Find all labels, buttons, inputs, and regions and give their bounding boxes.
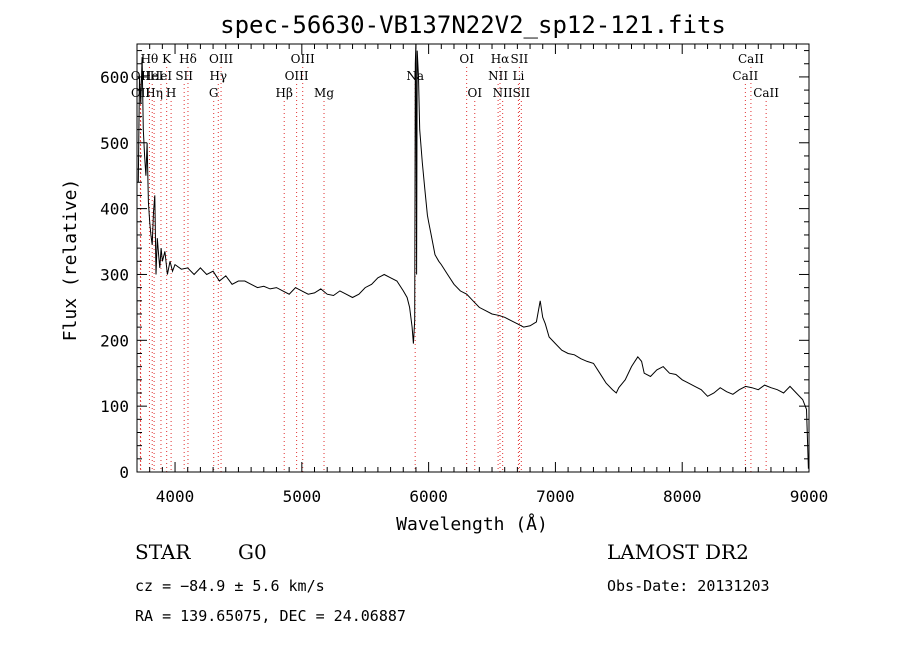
coordinates: RA = 139.65075, DEC = 24.06887 xyxy=(135,607,406,625)
line-label: SII xyxy=(175,69,193,83)
object-class: STAR xyxy=(135,540,191,564)
line-label: OIII xyxy=(209,52,233,66)
line-label: G xyxy=(209,86,219,100)
line-label: H xyxy=(166,86,176,100)
x-tick-label: 5000 xyxy=(283,487,322,506)
y-tick-label: 400 xyxy=(100,200,129,219)
line-label: SII xyxy=(511,52,529,66)
x-tick-label: 9000 xyxy=(790,487,829,506)
line-label: Mg xyxy=(314,86,334,100)
line-label: CaII xyxy=(738,52,764,66)
spectrum-line xyxy=(137,43,809,469)
line-label: Hη xyxy=(145,86,163,100)
y-tick-label: 0 xyxy=(119,463,129,482)
x-tick-label: 7000 xyxy=(536,487,575,506)
line-label: OI xyxy=(467,86,482,100)
line-label: Hγ xyxy=(209,69,227,83)
y-tick-label: 300 xyxy=(100,265,129,284)
object-subclass: G0 xyxy=(238,540,267,564)
line-markers xyxy=(139,67,767,472)
y-tick-label: 500 xyxy=(100,134,129,153)
obs-date: Obs-Date: 20131203 xyxy=(607,577,770,595)
line-label: OIII xyxy=(285,69,309,83)
line-label: K xyxy=(162,52,172,66)
line-label: NII xyxy=(488,69,508,83)
line-label: CaII xyxy=(732,69,758,83)
chart-title: spec-56630-VB137N22V2_sp12-121.fits xyxy=(220,11,726,39)
survey-name: LAMOST DR2 xyxy=(607,540,749,564)
line-label: NII xyxy=(493,86,513,100)
line-label: OI xyxy=(459,52,474,66)
line-label: CaII xyxy=(753,86,779,100)
y-axis: 0 100 200 300 400 500 600 xyxy=(100,50,809,482)
y-tick-label: 200 xyxy=(100,331,129,350)
line-label: Hδ xyxy=(179,52,197,66)
line-label: Hβ xyxy=(276,86,293,100)
line-label: OII xyxy=(131,69,151,83)
line-label: HeI xyxy=(150,69,173,83)
x-tick-label: 8000 xyxy=(663,487,702,506)
line-label: HeI xyxy=(141,69,164,83)
y-tick-label: 100 xyxy=(100,397,129,416)
y-axis-label: Flux (relative) xyxy=(60,179,81,342)
x-tick-label: 4000 xyxy=(156,487,195,506)
y-tick-label: 600 xyxy=(100,68,129,87)
line-label: Hα xyxy=(491,52,510,66)
plot-frame xyxy=(136,43,810,473)
x-axis-label: Wavelength (Å) xyxy=(396,513,548,535)
line-label: Li xyxy=(512,69,524,83)
line-label: SII xyxy=(512,86,530,100)
line-label: Hθ xyxy=(141,52,159,66)
redshift-readout: cz = −84.9 ± 5.6 km/s xyxy=(135,577,325,595)
line-label: OIII xyxy=(291,52,315,66)
x-axis: 4000 5000 6000 7000 8000 9000 xyxy=(136,44,829,506)
x-tick-label: 6000 xyxy=(409,487,448,506)
